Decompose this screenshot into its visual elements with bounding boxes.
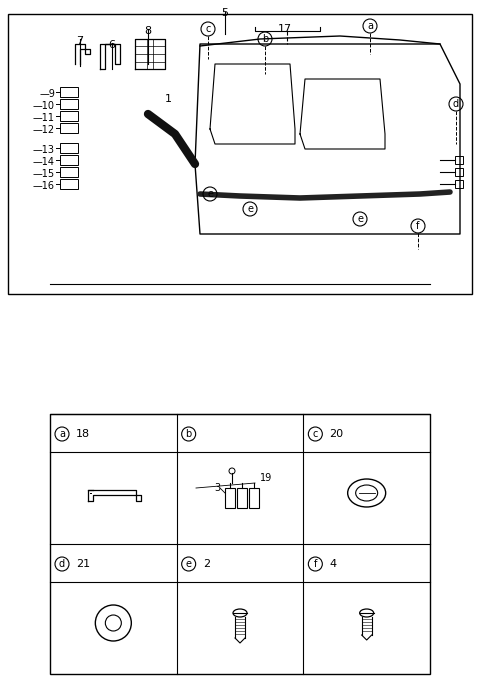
Text: d: d bbox=[453, 99, 459, 109]
Text: 17: 17 bbox=[278, 24, 292, 34]
Text: 5: 5 bbox=[221, 8, 228, 18]
Bar bbox=[60, 143, 78, 153]
Text: 7: 7 bbox=[76, 36, 84, 46]
Text: —15: —15 bbox=[33, 169, 55, 179]
Text: e: e bbox=[186, 559, 192, 569]
Bar bbox=[60, 123, 78, 133]
Text: —16: —16 bbox=[33, 181, 55, 191]
Text: a: a bbox=[367, 21, 373, 31]
Bar bbox=[455, 168, 463, 176]
Text: 19: 19 bbox=[260, 473, 272, 483]
Bar bbox=[50, 414, 430, 674]
Text: c: c bbox=[205, 24, 211, 34]
Bar bbox=[60, 155, 78, 165]
Text: —9: —9 bbox=[39, 89, 55, 99]
Bar bbox=[60, 99, 78, 109]
Bar bbox=[60, 111, 78, 121]
Text: 3: 3 bbox=[214, 483, 220, 493]
Text: e: e bbox=[207, 189, 213, 199]
Text: —12: —12 bbox=[33, 125, 55, 135]
Text: —11: —11 bbox=[33, 113, 55, 123]
Text: a: a bbox=[59, 429, 65, 439]
Text: c: c bbox=[312, 429, 318, 439]
Text: b: b bbox=[186, 429, 192, 439]
Text: 21: 21 bbox=[76, 559, 90, 569]
Text: b: b bbox=[262, 34, 268, 44]
Text: e: e bbox=[357, 214, 363, 224]
Text: 2: 2 bbox=[203, 559, 210, 569]
Text: d: d bbox=[59, 559, 65, 569]
Bar bbox=[60, 167, 78, 177]
Text: —10: —10 bbox=[33, 101, 55, 111]
Text: 8: 8 bbox=[144, 26, 152, 36]
Bar bbox=[455, 156, 463, 164]
Text: f: f bbox=[313, 559, 317, 569]
Text: —13: —13 bbox=[33, 145, 55, 155]
Text: 6: 6 bbox=[108, 40, 116, 50]
Bar bbox=[225, 488, 235, 508]
Bar bbox=[249, 488, 259, 508]
Text: 18: 18 bbox=[76, 429, 90, 439]
Text: 4: 4 bbox=[329, 559, 336, 569]
Bar bbox=[60, 87, 78, 97]
Text: —14: —14 bbox=[33, 157, 55, 167]
Text: 20: 20 bbox=[329, 429, 344, 439]
Bar bbox=[8, 14, 472, 294]
Text: e: e bbox=[247, 204, 253, 214]
Text: 1: 1 bbox=[165, 94, 171, 104]
Bar bbox=[455, 180, 463, 188]
Bar bbox=[60, 179, 78, 189]
Bar bbox=[237, 488, 247, 508]
Text: f: f bbox=[416, 221, 420, 231]
